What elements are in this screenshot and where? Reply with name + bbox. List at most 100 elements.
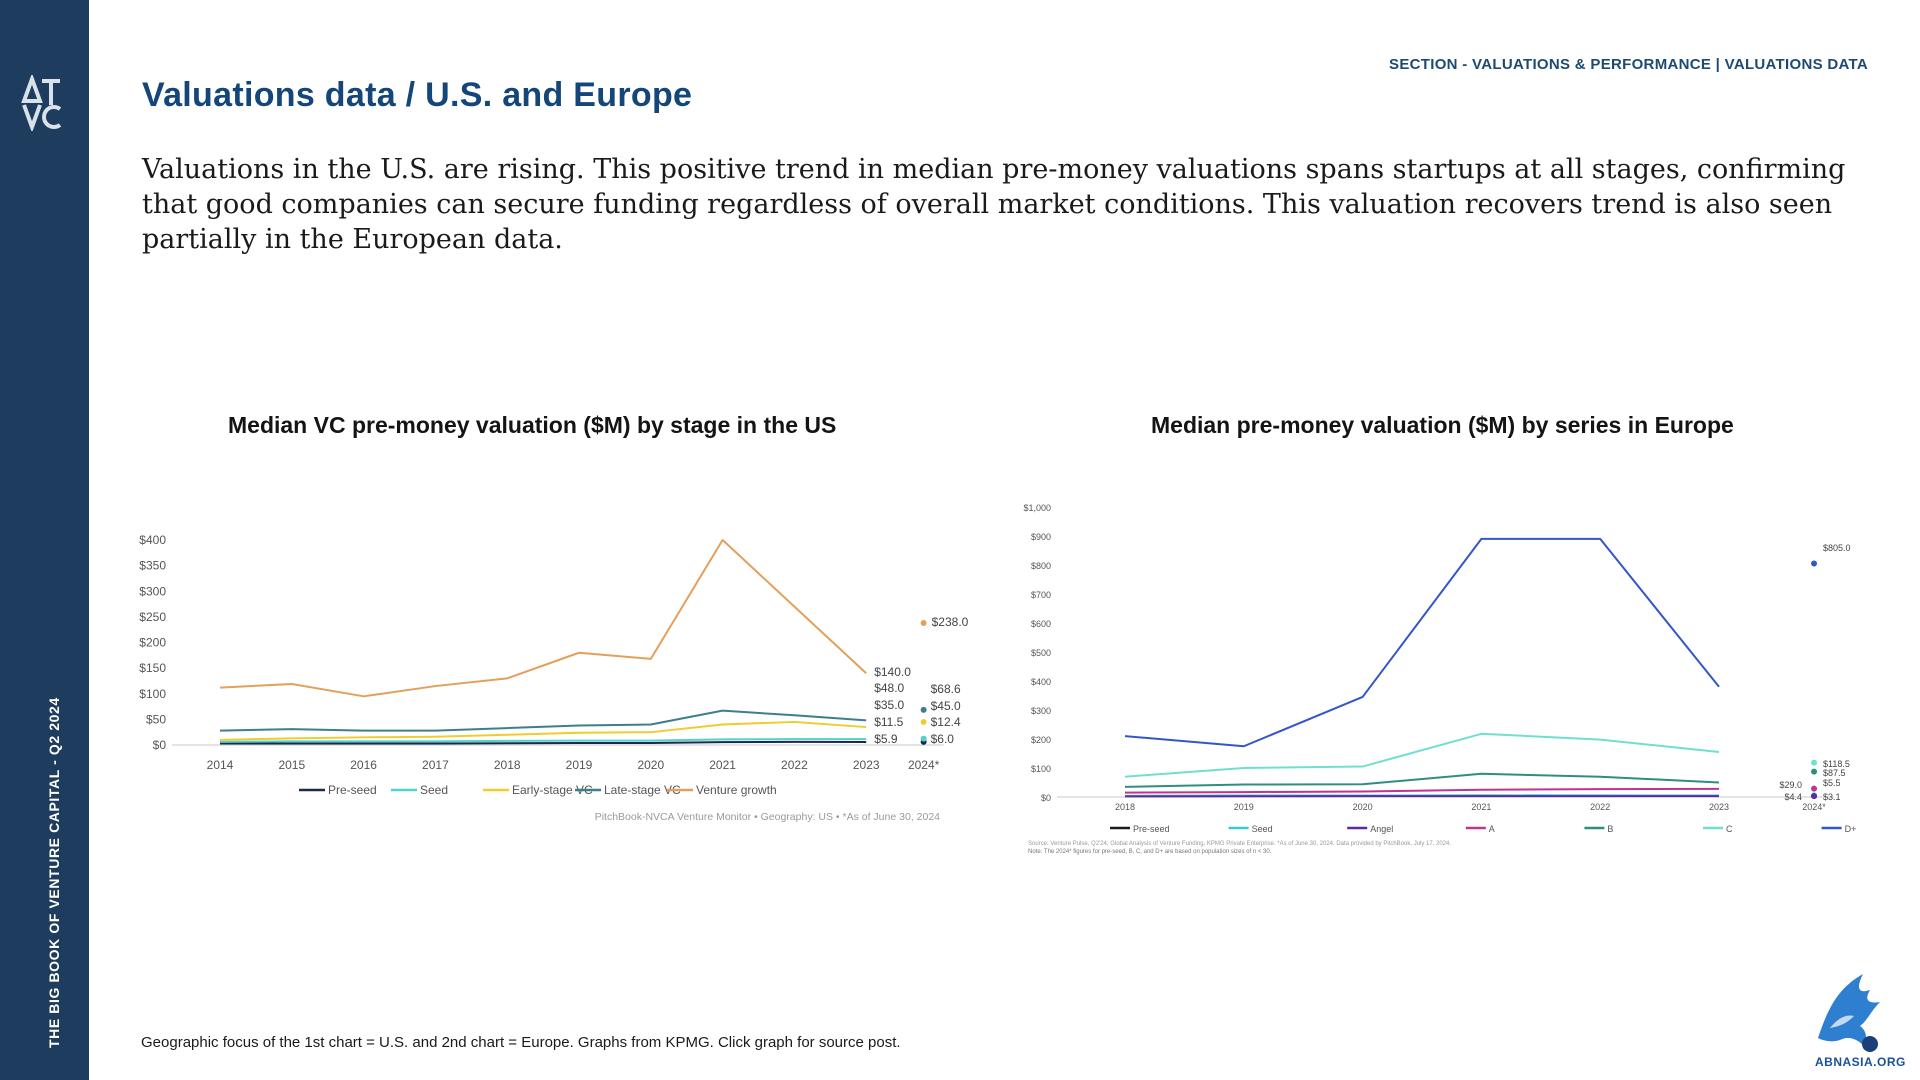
y-tick-label: $300 (139, 584, 166, 598)
intro-paragraph: Valuations in the U.S. are rising. This … (142, 154, 1846, 255)
end-data-label: $140.0 (874, 665, 911, 679)
book-title: THE BIG BOOK OF VENTURE CAPITAL - Q2 202… (46, 697, 62, 1048)
series-line (1124, 772, 1720, 788)
legend-label: Seed (420, 783, 448, 797)
legend-label: Pre-seed (328, 783, 377, 797)
x-tick-label: 2016 (350, 758, 377, 772)
series-point-2024 (1811, 768, 1818, 775)
y-tick-label: $500 (1031, 648, 1051, 658)
x-tick-label: 2015 (278, 758, 305, 772)
chart-note: Note: The 2024* figures for pre-seed, B,… (1028, 849, 1272, 855)
y-tick-label: $350 (139, 559, 166, 573)
y-tick-label: $400 (139, 533, 166, 547)
legend-label: B (1607, 824, 1613, 834)
y-tick-label: $50 (146, 712, 166, 726)
y-tick-label: $700 (1031, 590, 1051, 600)
series-line (1124, 732, 1720, 778)
y-tick-label: $200 (139, 636, 166, 650)
footer-note: Geographic focus of the 1st chart = U.S.… (141, 1034, 901, 1051)
x-tick-label: 2019 (566, 758, 593, 772)
end-data-label: $35.0 (874, 698, 904, 712)
us-valuation-chart[interactable]: $0 $50 $100 $150 $200 $250 $300 $350 $400 2014 201… (136, 520, 968, 830)
series-point-2024 (920, 735, 927, 742)
data-label-2024: $5.5 (1823, 778, 1841, 788)
series-line (1124, 537, 1720, 748)
x-tick-label: 2021 (1471, 802, 1491, 812)
data-label-2024: $68.6 (931, 682, 961, 696)
x-tick-label: 2022 (781, 758, 808, 772)
data-label-2024: $238.0 (932, 615, 969, 629)
page-title: Valuations data / U.S. and Europe (142, 76, 693, 114)
data-label-2024: $45.0 (931, 699, 961, 713)
x-tick-label: 2024* (908, 758, 940, 772)
chart-source: PitchBook-NVCA Venture Monitor • Geograp… (595, 811, 940, 823)
x-tick-label: 2017 (422, 758, 449, 772)
legend-label: A (1489, 824, 1495, 834)
series-line (219, 709, 867, 732)
series-line (220, 740, 867, 745)
legend-label: Seed (1252, 824, 1273, 834)
y-tick-label: $150 (139, 661, 166, 675)
series-point-2024 (1811, 785, 1818, 792)
legend-label: Pre-seed (1133, 824, 1170, 834)
y-tick-label: $800 (1031, 561, 1051, 571)
y-tick-label: $400 (1031, 677, 1051, 687)
us-chart-title: Median VC pre-money valuation ($M) by st… (228, 412, 837, 438)
end-data-label: $48.0 (874, 681, 904, 695)
series-point-2024 (1811, 560, 1818, 567)
y-tick-label: $100 (1031, 764, 1051, 774)
legend-label: Early-stage VC (512, 783, 593, 797)
data-label-2024: $805.0 (1823, 543, 1851, 553)
x-tick-label: 2023 (853, 758, 880, 772)
chart-source: Source: Venture Pulse, Q2'24, Global Ana… (1028, 841, 1451, 847)
y-tick-label: $600 (1031, 619, 1051, 629)
europe-chart-title: Median pre-money valuation ($M) by serie… (1151, 412, 1734, 438)
sidebar: THE BIG BOOK OF VENTURE CAPITAL - Q2 202… (0, 0, 89, 1080)
europe-valuation-chart[interactable]: $0 $100 $200 $300 $400 $500 $600 $700 $800 $900 $1… (1020, 495, 1860, 860)
legend-label: D+ (1845, 824, 1857, 834)
y-tick-label: $0 (153, 738, 167, 752)
series-line (219, 738, 867, 743)
series-line (219, 539, 867, 698)
series-point-2024 (1811, 793, 1818, 800)
legend-label: C (1726, 824, 1733, 834)
data-label-2024: $12.4 (931, 715, 961, 729)
legend-label: Late-stage VC (604, 783, 681, 797)
x-tick-label: 2024* (1802, 802, 1826, 812)
end-data-label: $11.5 (874, 715, 903, 729)
series-point-2024 (1811, 759, 1818, 766)
x-tick-label: 2018 (1115, 802, 1135, 812)
y-tick-label: $0 (1041, 793, 1051, 803)
data-label-2024: $29.0 (1780, 780, 1803, 790)
series-point-2024 (920, 706, 927, 713)
y-tick-label: $300 (1031, 706, 1051, 716)
x-tick-label: 2014 (207, 758, 234, 772)
x-tick-label: 2018 (494, 758, 521, 772)
series-line (219, 720, 867, 741)
data-label-2024: $118.5 (1823, 759, 1850, 769)
y-tick-label: $250 (139, 610, 166, 624)
y-tick-label: $100 (139, 687, 166, 701)
series-point-2024 (920, 620, 927, 627)
y-tick-label: $900 (1031, 532, 1051, 542)
x-tick-label: 2019 (1234, 802, 1254, 812)
series-point-2024 (920, 718, 927, 725)
data-label-2024: $6.0 (931, 732, 955, 746)
section-label: SECTION - VALUATIONS & PERFORMANCE | VAL… (1389, 56, 1868, 73)
series-line (1124, 787, 1720, 794)
data-label-2024: $87.5 (1823, 768, 1846, 778)
y-tick-label: $1,000 (1023, 503, 1051, 513)
data-label-2024: $4.4 (1785, 792, 1803, 802)
atvc-logo-icon (21, 75, 62, 131)
y-tick-label: $200 (1031, 735, 1051, 745)
data-label-2024: $3.1 (1823, 792, 1841, 802)
x-tick-label: 2020 (637, 758, 664, 772)
x-tick-label: 2020 (1353, 802, 1373, 812)
abnasia-watermark: ABNASIA.ORG (1815, 1055, 1906, 1069)
x-tick-label: 2023 (1709, 802, 1729, 812)
end-data-label: $5.9 (874, 732, 898, 746)
eagle-logo-icon (1818, 974, 1880, 1052)
legend-label: Angel (1370, 824, 1393, 834)
x-tick-label: 2022 (1590, 802, 1610, 812)
x-tick-label: 2021 (709, 758, 736, 772)
